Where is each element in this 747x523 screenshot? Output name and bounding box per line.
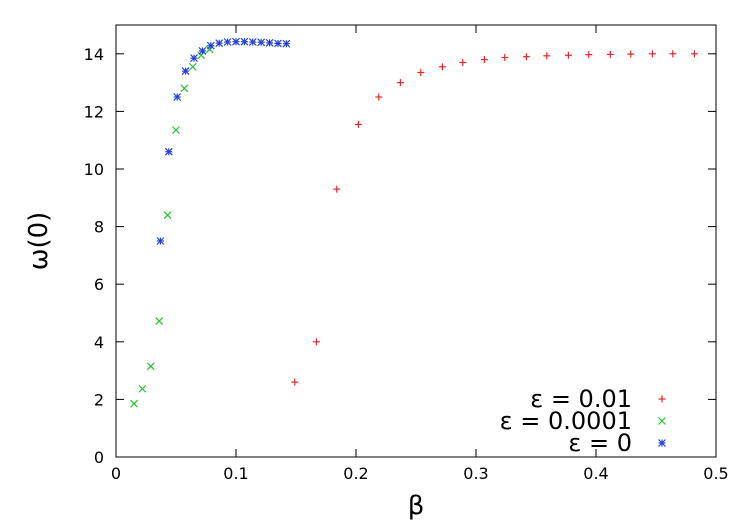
data-point xyxy=(146,362,155,371)
data-point xyxy=(206,41,215,50)
y-tick-label: 14 xyxy=(84,45,104,64)
y-tick-label: 4 xyxy=(94,333,104,352)
axes xyxy=(115,24,717,458)
x-tick-label: 0.4 xyxy=(583,464,608,483)
legend-label: ε = 0.01 xyxy=(530,385,632,413)
data-point xyxy=(501,54,509,62)
y-axis-title: ω(0) xyxy=(24,212,54,271)
data-points xyxy=(130,37,698,408)
data-point xyxy=(223,38,232,46)
y-tick-label: 10 xyxy=(84,160,104,179)
data-point xyxy=(627,50,635,58)
data-point xyxy=(240,37,249,46)
y-tick-label: 12 xyxy=(84,102,104,121)
data-point xyxy=(172,126,180,135)
data-point xyxy=(585,51,593,59)
data-point xyxy=(648,50,656,58)
data-point xyxy=(522,53,530,61)
data-point xyxy=(291,378,299,386)
data-point xyxy=(173,93,182,101)
data-point xyxy=(188,62,197,71)
data-point xyxy=(606,50,614,58)
x-tick-label: 0.5 xyxy=(703,464,728,483)
legend-label: ε = 0 xyxy=(568,429,632,457)
x-tick-label: 0.3 xyxy=(463,464,488,483)
legend-entry: ε = 0.0001 xyxy=(500,407,666,435)
data-point xyxy=(163,211,172,220)
data-point xyxy=(198,46,207,55)
data-point xyxy=(396,79,404,87)
data-point xyxy=(354,120,362,128)
data-point xyxy=(417,69,425,77)
x-tick-label: 0.1 xyxy=(223,464,248,483)
tick-marks: 0 0.1 0.2 0.3 0.4 0.5 0 2 4 6 8 10 12 14 xyxy=(84,25,729,483)
legend-marker xyxy=(658,439,666,447)
data-point xyxy=(690,50,698,58)
data-point xyxy=(375,93,383,101)
y-tick-label: 0 xyxy=(94,448,104,467)
series-1 xyxy=(291,50,698,386)
data-point xyxy=(543,52,551,60)
data-point xyxy=(564,51,572,59)
data-point xyxy=(155,317,164,325)
series-2 xyxy=(130,45,214,408)
legend-entry: ε = 0.01 xyxy=(530,385,666,413)
data-point xyxy=(180,84,189,93)
legend-marker xyxy=(658,417,666,425)
data-point xyxy=(333,185,341,193)
data-point xyxy=(164,147,173,156)
legend-entry: ε = 0 xyxy=(568,429,666,457)
data-point xyxy=(130,399,138,408)
y-tick-label: 2 xyxy=(94,390,104,409)
x-tick-label: 0 xyxy=(111,464,121,483)
legend-marker xyxy=(658,395,666,403)
data-point xyxy=(181,67,190,76)
y-tick-label: 6 xyxy=(94,275,104,294)
data-point xyxy=(438,63,446,71)
data-point xyxy=(257,38,266,47)
data-point xyxy=(197,51,206,60)
legend-label: ε = 0.0001 xyxy=(500,407,632,435)
data-point xyxy=(215,39,224,48)
data-point xyxy=(190,54,198,63)
data-point xyxy=(312,338,320,346)
data-point xyxy=(138,384,147,393)
data-point xyxy=(232,37,240,46)
data-point xyxy=(282,39,291,48)
plot-frame xyxy=(115,24,717,458)
y-tick-label: 8 xyxy=(94,218,104,237)
data-point xyxy=(248,38,257,46)
data-point xyxy=(156,237,165,245)
data-point xyxy=(274,39,282,48)
data-point xyxy=(480,56,488,64)
series-3 xyxy=(156,37,291,245)
x-tick-label: 0.2 xyxy=(343,464,368,483)
data-point xyxy=(669,50,677,58)
data-point xyxy=(459,58,467,66)
data-point xyxy=(265,38,274,47)
x-axis-title: β xyxy=(408,491,425,521)
